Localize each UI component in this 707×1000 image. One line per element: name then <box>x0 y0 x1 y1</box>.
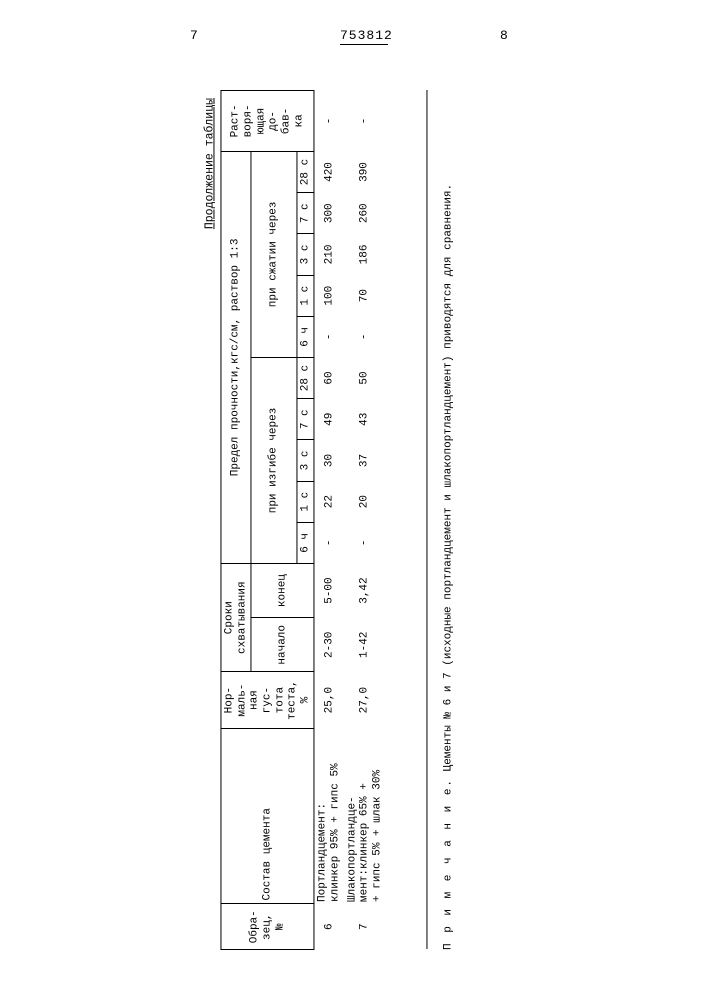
cell: 186 <box>344 234 386 275</box>
cell: 37 <box>344 440 386 481</box>
head-comp: Состав цемента <box>221 728 314 904</box>
table-row-spacer <box>386 91 427 950</box>
cell: - <box>314 91 344 152</box>
cell: - <box>344 522 386 563</box>
cell: - <box>344 91 386 152</box>
cell: 100 <box>314 275 344 316</box>
cell: 2-30 <box>314 618 344 672</box>
cell: 300 <box>314 193 344 234</box>
head-c3: 3 с <box>297 234 315 275</box>
document-number: 753812 <box>340 28 393 45</box>
page-number-right: 8 <box>500 28 508 43</box>
head-b28: 28 с <box>297 357 315 398</box>
table-caption: Продолжение таблицы <box>203 98 216 950</box>
cell: - <box>314 522 344 563</box>
cell-label: Портландцемент: клинкер 95% + гипс 5% <box>314 728 344 904</box>
head-start: начало <box>251 618 314 672</box>
head-additive: Раст- воря- ющая до- бав- ка <box>221 91 314 152</box>
head-c28: 28 с <box>297 151 315 192</box>
head-id: Обра- зец, № <box>221 904 314 950</box>
cell: - <box>344 316 386 357</box>
cell: - <box>314 316 344 357</box>
head-end: конец <box>251 563 314 617</box>
head-b1: 1 с <box>297 481 315 522</box>
head-compression: при сжатии через <box>251 151 297 357</box>
note-rest: Цементы № 6 и 7 (исходные портландцемент… <box>442 184 454 778</box>
cell: 390 <box>344 151 386 192</box>
table-block: Продолжение таблицы Обра- зец, № Состав … <box>203 90 456 950</box>
cell: 50 <box>344 357 386 398</box>
table-row: 7 Шлакопортландце- мент:клинкер 65% + + … <box>344 91 386 950</box>
cell-n: 6 <box>314 904 344 950</box>
cell: 3,42 <box>344 563 386 617</box>
cell-label: Шлакопортландце- мент:клинкер 65% + + ги… <box>344 728 386 904</box>
cell: 22 <box>314 481 344 522</box>
head-strength: Предел прочности,кгс/см, раствор 1:3 <box>221 151 251 563</box>
cell: 20 <box>344 481 386 522</box>
head-bending: при изгибе через <box>251 357 297 563</box>
head-b7: 7 с <box>297 399 315 440</box>
head-c1: 1 с <box>297 275 315 316</box>
cell: 43 <box>344 399 386 440</box>
table-body: 6 Портландцемент: клинкер 95% + гипс 5% … <box>314 91 426 950</box>
data-table: Обра- зец, № Состав цемента Нор- маль- н… <box>220 90 427 950</box>
head-setting: Сроки схватывания <box>221 563 251 671</box>
head-norm: Нор- маль- ная гус- тота теста, % <box>221 672 314 728</box>
cell: 70 <box>344 275 386 316</box>
cell: 27,0 <box>344 672 386 728</box>
footnote: П р и м е ч а н и е. Цементы № 6 и 7 (ис… <box>441 90 456 950</box>
cell: 420 <box>314 151 344 192</box>
head-b6: 6 ч <box>297 522 315 563</box>
cell: 25,0 <box>314 672 344 728</box>
table-row: 6 Портландцемент: клинкер 95% + гипс 5% … <box>314 91 344 950</box>
cell: 1-42 <box>344 618 386 672</box>
cell: 49 <box>314 399 344 440</box>
cell-n: 7 <box>344 904 386 950</box>
cell: 5-00 <box>314 563 344 617</box>
cell: 30 <box>314 440 344 481</box>
head-c6: 6 ч <box>297 316 315 357</box>
cell: 260 <box>344 193 386 234</box>
cell: 60 <box>314 357 344 398</box>
head-c7: 7 с <box>297 193 315 234</box>
page-number-left: 7 <box>190 28 198 43</box>
head-b3: 3 с <box>297 440 315 481</box>
cell: 210 <box>314 234 344 275</box>
note-lead: П р и м е ч а н и е. <box>442 778 454 950</box>
